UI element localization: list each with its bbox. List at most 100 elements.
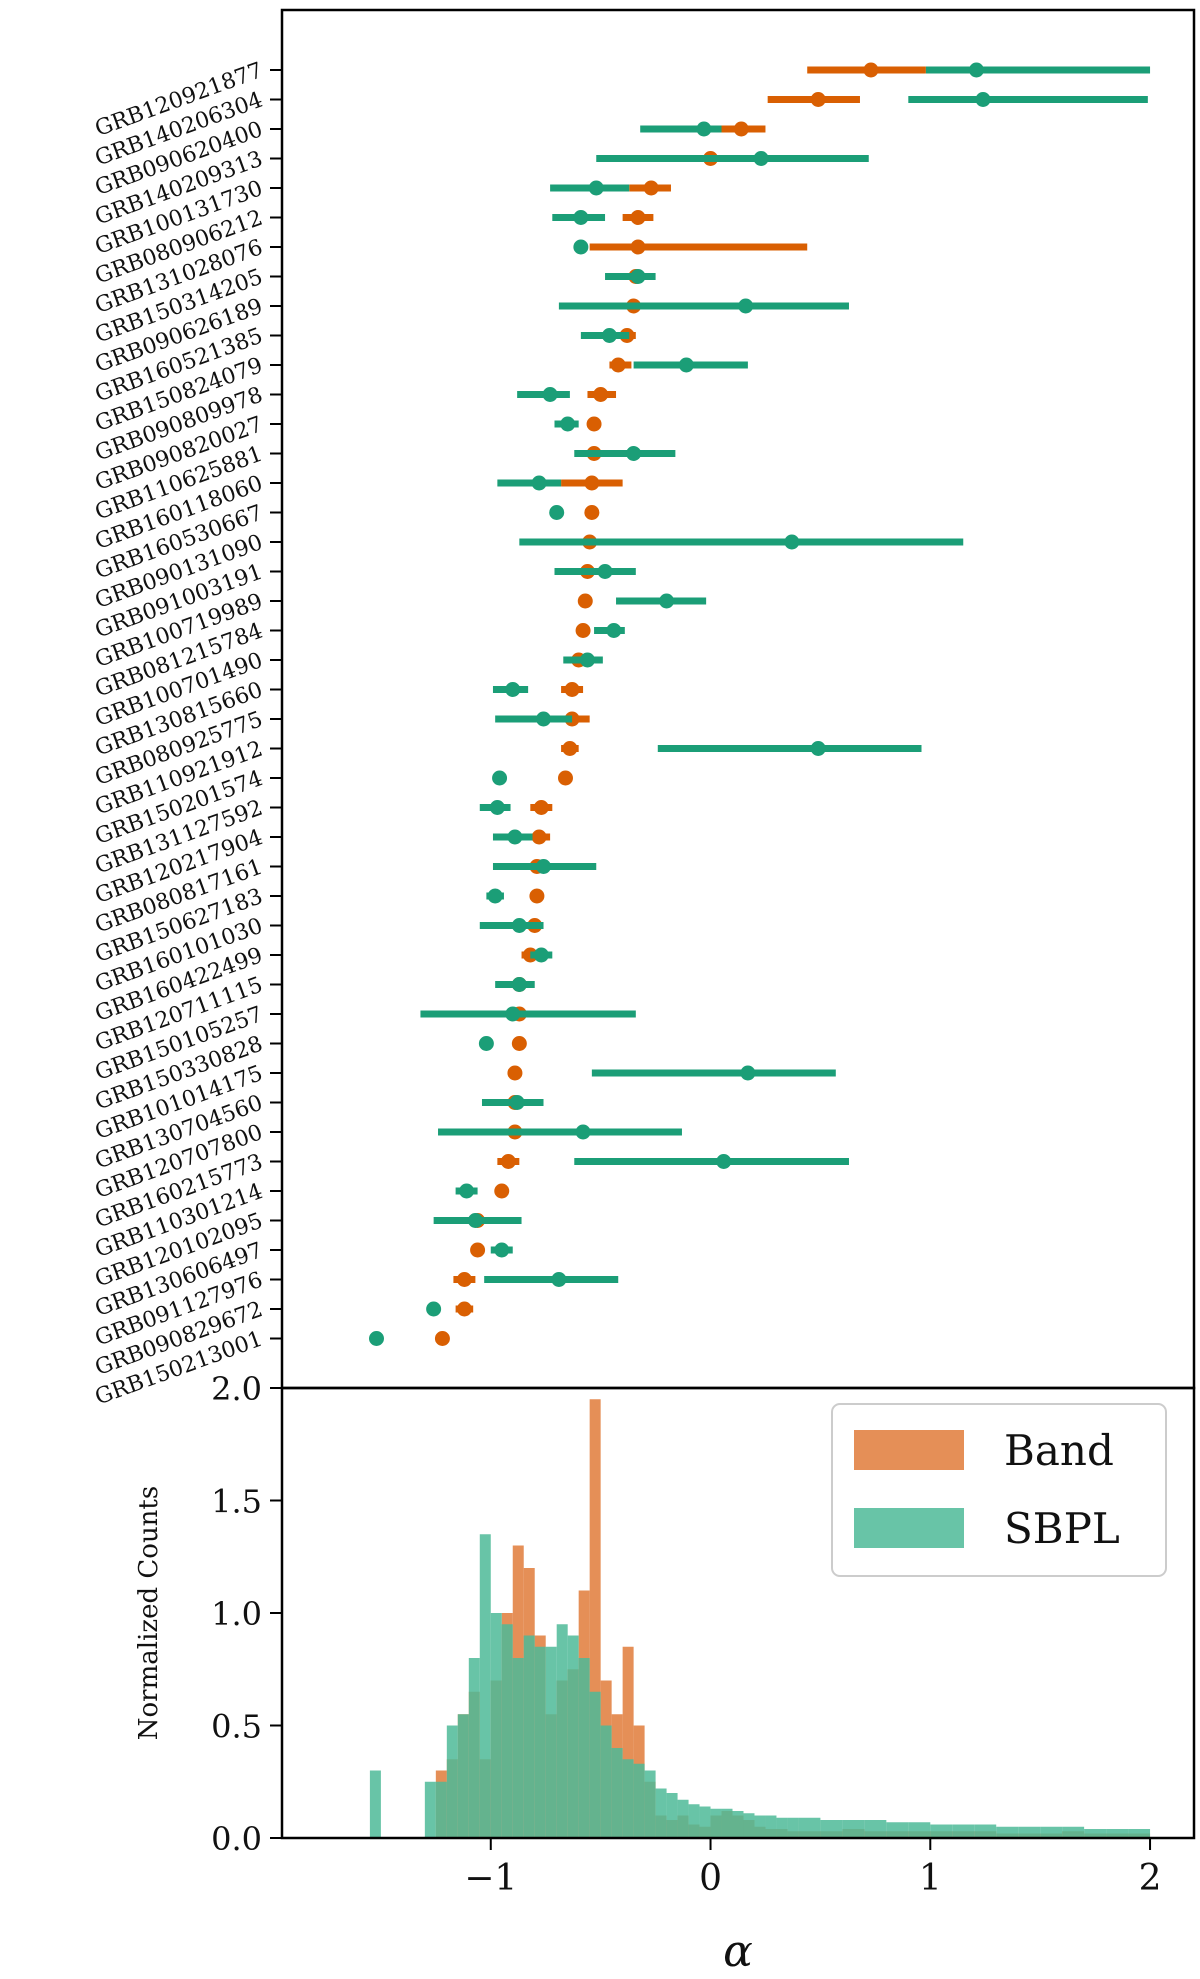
x-tick-label: −1 bbox=[464, 1858, 517, 1899]
sbpl-point bbox=[494, 1242, 510, 1258]
sbpl-hist-bar bbox=[446, 1725, 458, 1838]
band-point bbox=[586, 416, 602, 432]
sbpl-hist-bar bbox=[490, 1613, 502, 1838]
band-point bbox=[810, 92, 826, 107]
sbpl-point bbox=[531, 475, 547, 491]
legend-band-label: Band bbox=[1004, 1426, 1114, 1475]
sbpl-hist-bar bbox=[996, 1826, 1019, 1838]
sbpl-point bbox=[542, 387, 558, 402]
sbpl-point bbox=[753, 151, 769, 166]
sbpl-point bbox=[536, 711, 552, 727]
x-axis-label: α bbox=[723, 1926, 753, 1977]
sbpl-point bbox=[606, 623, 622, 638]
sbpl-point bbox=[505, 1006, 521, 1022]
band-point bbox=[584, 475, 600, 491]
sbpl-point bbox=[573, 210, 589, 225]
sbpl-hist-bar bbox=[952, 1824, 975, 1838]
band-point bbox=[630, 210, 646, 225]
y-tick-label: 0.0 bbox=[211, 1820, 262, 1858]
sbpl-hist-bar bbox=[930, 1824, 953, 1838]
sbpl-hist-bar bbox=[545, 1646, 557, 1838]
sbpl-point bbox=[740, 1065, 756, 1081]
sbpl-hist-bar bbox=[435, 1781, 447, 1838]
sbpl-point bbox=[678, 357, 694, 373]
sbpl-hist-bar bbox=[732, 1811, 744, 1838]
band-point bbox=[529, 888, 545, 904]
sbpl-hist-bar bbox=[842, 1820, 865, 1838]
histogram-axes: −1 0 1 2 0.0 0.5 1.0 1.5 2.0 bbox=[211, 1370, 1161, 1899]
legend-sbpl-swatch bbox=[854, 1508, 964, 1548]
sbpl-hist-bar bbox=[666, 1793, 678, 1838]
y-tick-label: 2.0 bbox=[211, 1370, 262, 1408]
legend: Band SBPL bbox=[831, 1403, 1167, 1577]
band-point bbox=[456, 1301, 472, 1317]
band-point bbox=[733, 121, 749, 137]
band-point bbox=[511, 1036, 527, 1051]
histogram-marks bbox=[369, 1399, 1151, 1838]
sbpl-hist-bar bbox=[534, 1646, 546, 1838]
band-point bbox=[564, 682, 580, 697]
sbpl-point bbox=[588, 180, 604, 196]
sbpl-point bbox=[492, 770, 508, 786]
band-point bbox=[584, 505, 600, 520]
errorbar-panel: GRB120921877GRB140206304GRB090620400GRB1… bbox=[92, 8, 1196, 1410]
sbpl-hist-bar bbox=[589, 1691, 601, 1838]
sbpl-hist-bar bbox=[1084, 1829, 1107, 1838]
errorbar-marks bbox=[368, 62, 1151, 1346]
sbpl-hist-bar bbox=[864, 1820, 887, 1838]
sbpl-point bbox=[968, 62, 984, 78]
histogram-panel-frame bbox=[280, 1386, 1196, 1840]
band-point bbox=[643, 180, 659, 196]
sbpl-point bbox=[560, 416, 576, 432]
band-point bbox=[562, 741, 578, 756]
sbpl-hist-bar bbox=[1128, 1829, 1151, 1838]
sbpl-hist-bar bbox=[886, 1822, 909, 1838]
sbpl-hist-bar bbox=[501, 1624, 513, 1838]
sbpl-hist-bar bbox=[468, 1658, 480, 1838]
x-tick-label: 2 bbox=[1139, 1858, 1162, 1899]
sbpl-point bbox=[601, 328, 617, 343]
sbpl-hist-bar bbox=[523, 1635, 535, 1838]
sbpl-point bbox=[696, 121, 712, 137]
sbpl-hist-bar bbox=[820, 1820, 843, 1838]
sbpl-point bbox=[459, 1183, 475, 1199]
errorbar-panel-frame bbox=[280, 8, 1196, 1390]
sbpl-point bbox=[659, 593, 675, 609]
x-tick-label: 1 bbox=[919, 1858, 942, 1899]
sbpl-point bbox=[575, 1124, 591, 1140]
sbpl-point bbox=[505, 682, 521, 697]
sbpl-point bbox=[597, 564, 613, 579]
sbpl-hist-bar bbox=[776, 1817, 788, 1838]
sbpl-point bbox=[509, 1095, 525, 1110]
sbpl-hist-bar bbox=[1018, 1826, 1041, 1838]
band-hist-bar bbox=[622, 1646, 634, 1838]
band-point bbox=[500, 1154, 516, 1169]
band-point bbox=[494, 1183, 510, 1199]
sbpl-hist-bar bbox=[908, 1822, 931, 1838]
sbpl-point bbox=[784, 534, 800, 550]
band-point bbox=[575, 623, 591, 638]
sbpl-point bbox=[738, 298, 754, 314]
sbpl-point bbox=[975, 92, 991, 107]
sbpl-hist-bar bbox=[611, 1748, 623, 1838]
sbpl-hist-bar bbox=[787, 1817, 799, 1838]
sbpl-point bbox=[426, 1301, 442, 1317]
sbpl-hist-bar bbox=[567, 1635, 579, 1838]
sbpl-hist-bar bbox=[512, 1658, 524, 1838]
band-point bbox=[610, 357, 626, 373]
sbpl-hist-bar bbox=[743, 1813, 755, 1838]
sbpl-hist-bar bbox=[765, 1815, 777, 1838]
sbpl-point bbox=[368, 1331, 384, 1346]
sbpl-point bbox=[478, 1036, 494, 1051]
grb-tick-labels: GRB120921877GRB140206304GRB090620400GRB1… bbox=[92, 58, 282, 1410]
sbpl-point bbox=[511, 977, 527, 992]
sbpl-point bbox=[467, 1213, 483, 1228]
sbpl-point bbox=[533, 947, 549, 963]
band-point bbox=[434, 1331, 450, 1346]
sbpl-hist-bar bbox=[710, 1808, 722, 1838]
band-point bbox=[557, 770, 573, 786]
histogram-panel: −1 0 1 2 0.0 0.5 1.0 1.5 2.0 Band SBPL α Normali… bbox=[134, 1370, 1196, 1977]
sbpl-hist-bar bbox=[633, 1763, 645, 1838]
sbpl-hist-bar bbox=[677, 1799, 689, 1838]
sbpl-point bbox=[549, 505, 565, 520]
